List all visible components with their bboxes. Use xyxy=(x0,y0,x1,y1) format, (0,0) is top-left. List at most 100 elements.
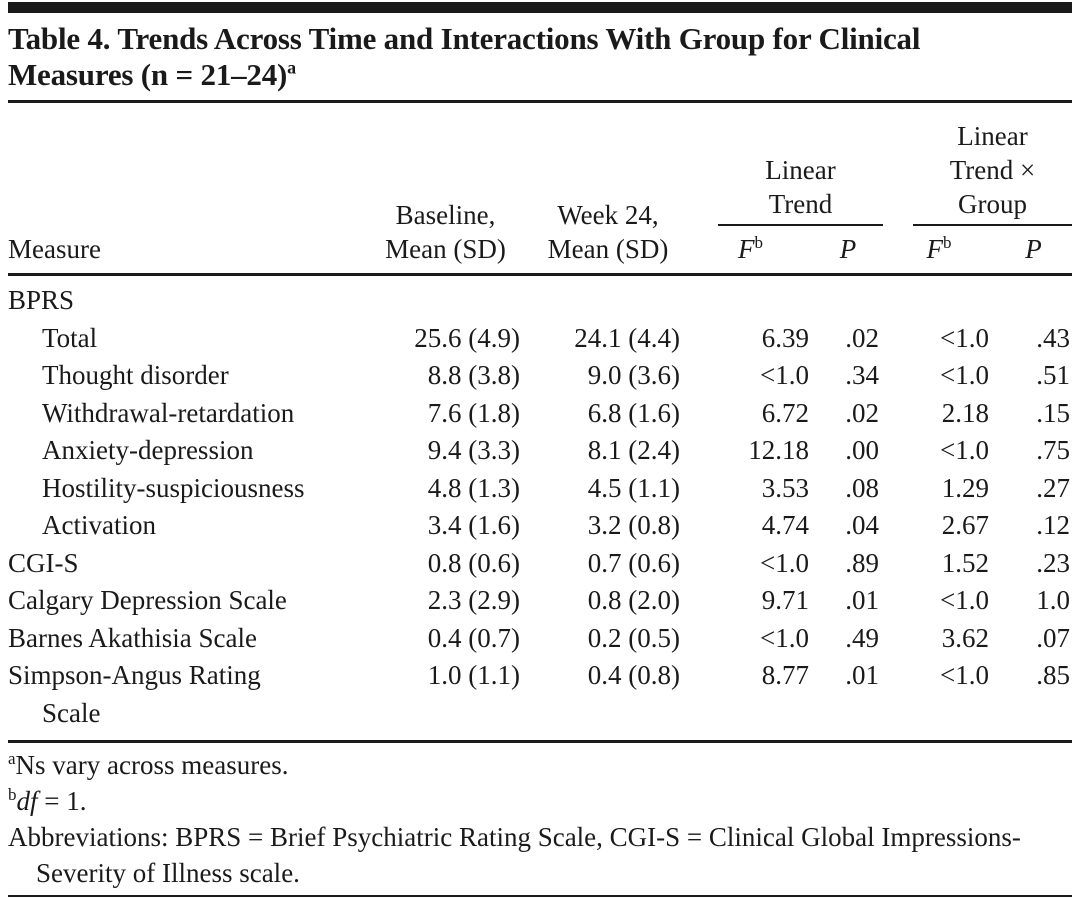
cell-baseline: 0.8 (0.6) xyxy=(427,547,520,578)
table-header: Measure Baseline, Mean (SD) Week 24, Mea… xyxy=(8,103,1073,275)
trend-group-line2: Trend × xyxy=(949,155,1036,185)
footnote-b-marker: b xyxy=(8,785,17,804)
cell-week24: 0.4 (0.8) xyxy=(587,660,680,690)
cell-f-linear: <1.0 xyxy=(760,547,809,578)
col-header-baseline-line2: Mean (SD) xyxy=(385,234,506,264)
cell-baseline: 3.4 (1.6) xyxy=(427,510,520,540)
col-header-week24: Week 24, Mean (SD) xyxy=(528,103,688,275)
cell-p-interaction: .27 xyxy=(1036,472,1071,503)
f-footnote-marker: b xyxy=(943,233,952,252)
cell-baseline: 7.6 (1.8) xyxy=(427,397,520,428)
cell-p-linear: .02 xyxy=(845,322,880,353)
cell-f-interaction: <1.0 xyxy=(940,322,990,353)
footnote-b-term: df xyxy=(16,786,38,816)
cell-p-interaction: .07 xyxy=(1036,622,1071,653)
cell-p-interaction: .51 xyxy=(1036,360,1071,390)
col-group-linear-trend-x-group: Linear Trend × Group xyxy=(883,103,1073,226)
cell-p-interaction: 1.0 xyxy=(1036,585,1071,615)
cell-p-interaction: .75 xyxy=(1036,435,1071,465)
cell-p-interaction: .23 xyxy=(1036,547,1071,578)
cell-p-linear: .34 xyxy=(845,360,880,390)
cell-p-linear: .00 xyxy=(845,435,880,465)
cell-measure-line1: Simpson-Angus Rating xyxy=(8,660,261,690)
col-header-baseline-line1: Baseline, xyxy=(395,200,496,230)
cell-p-interaction: .15 xyxy=(1036,397,1071,428)
f-label: F xyxy=(738,234,755,264)
cell-week24: 0.2 (0.5) xyxy=(587,622,680,653)
footnotes: aNs vary across measures. bdf = 1. Abbre… xyxy=(8,747,1072,891)
cell-measure: CGI-S xyxy=(8,547,79,578)
cell-week24: 0.7 (0.6) xyxy=(587,547,680,578)
cell-measure: Simpson-Angus Rating Scale xyxy=(8,657,363,742)
table-title-text: Table 4. Trends Across Time and Interact… xyxy=(8,21,921,92)
f-label: F xyxy=(926,234,944,264)
cell-baseline: 9.4 (3.3) xyxy=(427,435,520,465)
cell-p-interaction: .12 xyxy=(1036,510,1071,540)
table-row: Barnes Akathisia Scale 0.4 (0.7) 0.2 (0.… xyxy=(8,620,1072,658)
cell-measure: Total xyxy=(42,322,98,353)
linear-trend-spanner: Linear Trend xyxy=(718,153,884,226)
cell-week24: 6.8 (1.6) xyxy=(587,397,680,428)
col-group-linear-trend: Linear Trend xyxy=(688,103,884,226)
table-row: Activation 3.4 (1.6) 3.2 (0.8) 4.74 .04 … xyxy=(8,507,1072,545)
table-row-bprs-group: BPRS xyxy=(8,275,1072,320)
cell-measure: Withdrawal-retardation xyxy=(42,397,295,428)
trend-group-line3: Group xyxy=(958,189,1028,219)
cell-f-linear: 3.53 xyxy=(761,472,809,503)
cell-p-linear: .08 xyxy=(845,472,880,503)
table-body: BPRS Total 25.6 (4.9) 24.1 (4.4) 6.39 .0… xyxy=(8,275,1073,742)
cell-f-interaction: <1.0 xyxy=(940,360,990,390)
cell-f-linear: <1.0 xyxy=(760,360,809,390)
cell-week24: 4.5 (1.1) xyxy=(587,472,680,503)
trend-group-line1: Linear xyxy=(957,121,1028,151)
cell-week24: 9.0 (3.6) xyxy=(587,360,680,390)
cell-f-linear: 4.74 xyxy=(761,510,809,540)
cell-f-linear: 6.72 xyxy=(761,397,809,428)
table-row: Calgary Depression Scale 2.3 (2.9) 0.8 (… xyxy=(8,582,1072,620)
cell-baseline: 1.0 (1.1) xyxy=(427,660,520,690)
col-header-p-linear: P xyxy=(813,226,883,275)
cell-measure: Activation xyxy=(42,510,156,540)
p-label: P xyxy=(839,234,857,264)
table-row: Simpson-Angus Rating Scale 1.0 (1.1) 0.4… xyxy=(8,657,1072,742)
col-header-f-linear: Fb xyxy=(688,226,813,275)
header-row-spanners: Measure Baseline, Mean (SD) Week 24, Mea… xyxy=(8,103,1073,264)
top-rule-bar xyxy=(8,2,1072,13)
col-header-baseline: Baseline, Mean (SD) xyxy=(363,103,528,275)
clinical-measures-table: Measure Baseline, Mean (SD) Week 24, Mea… xyxy=(8,103,1073,743)
footnote-a-marker: a xyxy=(8,749,16,768)
cell-p-linear: .04 xyxy=(845,510,880,540)
col-header-f-interaction: Fb xyxy=(883,226,995,275)
cell-f-linear: 8.77 xyxy=(761,660,809,690)
cell-baseline: 4.8 (1.3) xyxy=(427,472,520,503)
cell-f-linear: 6.39 xyxy=(761,322,809,353)
cell-baseline: 8.8 (3.8) xyxy=(427,360,520,390)
title-rule xyxy=(8,100,1072,103)
cell-measure: Thought disorder xyxy=(42,360,229,390)
linear-trend-x-group-spanner: Linear Trend × Group xyxy=(913,119,1073,226)
table-title: Table 4. Trends Across Time and Interact… xyxy=(8,21,1020,93)
cell-p-linear: .89 xyxy=(845,547,880,578)
cell-p-interaction: .43 xyxy=(1036,322,1071,353)
cell-f-interaction: <1.0 xyxy=(940,585,990,615)
col-header-week24-line1: Week 24, xyxy=(557,200,659,230)
cell-f-interaction: 2.67 xyxy=(941,510,990,540)
cell-baseline: 0.4 (0.7) xyxy=(427,622,520,653)
f-footnote-marker: b xyxy=(754,233,764,252)
footnote-abbreviations: Abbreviations: BPRS = Brief Psychiatric … xyxy=(8,822,1021,888)
table-row: Withdrawal-retardation 7.6 (1.8) 6.8 (1.… xyxy=(8,395,1072,433)
cell-f-interaction: <1.0 xyxy=(940,435,990,465)
col-header-p-interaction: P xyxy=(995,226,1072,275)
linear-trend-line2: Trend xyxy=(768,189,833,219)
cell-measure-group: BPRS xyxy=(8,285,75,315)
cell-p-interaction: .85 xyxy=(1036,660,1071,690)
footnote-a: aNs vary across measures. xyxy=(8,747,1072,783)
p-label: P xyxy=(1025,234,1042,264)
header-row-stats: Fb P Fb P xyxy=(8,226,1072,275)
cell-f-interaction: <1.0 xyxy=(940,660,990,690)
cell-f-linear: 12.18 xyxy=(748,435,809,465)
cell-week24: 24.1 (4.4) xyxy=(574,322,680,353)
cell-p-linear: .01 xyxy=(845,660,880,690)
footnote-b: bdf = 1. xyxy=(8,783,1072,819)
